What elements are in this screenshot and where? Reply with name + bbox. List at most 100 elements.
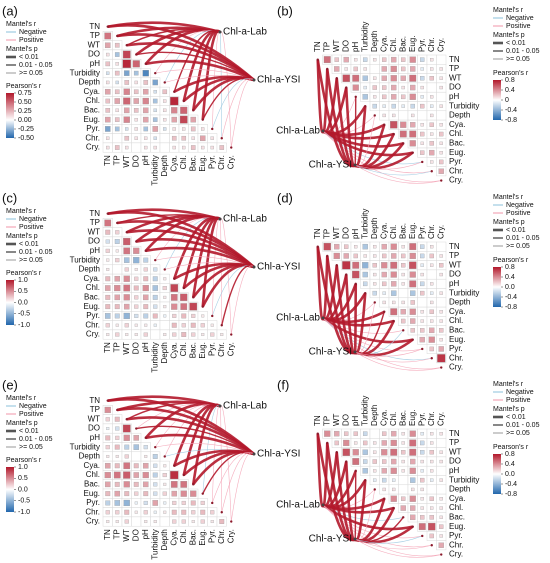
row-label: Bac. [84,292,100,301]
cell [170,293,178,301]
mantel-link [354,96,357,167]
row-label: TP [449,64,459,73]
cell [373,58,377,62]
cell [409,130,417,138]
cell [372,103,377,109]
link-start [211,314,214,318]
colorbar-title: Pearson's r [493,70,529,77]
column-label: Cry. [436,412,445,426]
link-start [402,329,405,332]
cell [420,272,424,277]
column-label: pH [351,42,360,52]
row-label: Bac. [449,512,465,521]
row-label: TN [449,429,460,438]
cell [162,491,167,496]
link-start [220,137,223,140]
legend-item: < 0.01 [506,40,526,47]
row-label: pH [90,59,100,68]
column-label: Chr. [427,411,436,426]
column-label: WT [122,342,131,355]
cell [409,252,416,260]
row-label: Chl. [86,470,100,479]
cell [353,66,358,72]
cell [114,500,121,506]
column-label: Pyr. [207,342,216,356]
cell [420,57,425,62]
link-start [316,245,319,248]
legend-title: Mantel's r [6,395,37,402]
column-label: Cry. [436,38,445,52]
cell [190,490,197,497]
cell [420,281,425,287]
cell [142,481,149,488]
node-label: Chl-a-YSI [257,262,300,273]
row-label: Cya. [84,461,100,470]
cell [133,89,139,95]
cell [134,510,138,514]
link-start [430,357,433,360]
node-point [353,537,357,541]
cell [381,271,387,278]
column-label: DO [131,342,140,354]
cell [390,65,397,73]
link-start [421,160,424,164]
mantel-link [322,129,414,157]
cell [438,168,444,174]
cell [104,219,112,227]
mantel-link [192,450,255,486]
link-start [182,99,185,103]
cell [115,258,120,263]
cell [439,319,443,323]
column-label: TP [112,155,121,165]
column-label: TN [313,41,322,52]
cell-frame [150,329,161,340]
cell [114,294,121,301]
cell [163,314,167,318]
link-start [383,497,386,500]
cell [420,469,424,473]
cell [439,159,444,165]
cell [391,103,396,109]
node-label: Chl-a-Lab [223,27,267,38]
cell [428,336,435,343]
cell [420,95,424,99]
cell [123,481,130,488]
cell [439,104,443,108]
row-label: Cry. [449,363,463,372]
column-label: pH [141,342,150,352]
cell [115,426,120,431]
cell [420,244,425,249]
row-label: Turbidity [449,101,479,110]
cell [401,496,406,501]
colorbar-tick-label: -1.0 [18,509,30,516]
mantel-link [145,59,255,82]
row-label: Chl. [449,316,463,325]
cell [143,257,149,263]
cell [372,290,377,296]
cell [163,482,167,486]
column-label: TN [103,155,112,166]
cell [143,126,149,132]
cell [124,135,130,141]
cell [142,294,149,301]
cell [113,471,121,479]
column-label: Depth [370,31,379,52]
cell [105,445,110,450]
colorbar-tick-label: 0.0 [18,486,28,493]
node-label: Chl-a-Lab [223,401,267,412]
column-label: WT [332,226,341,239]
cell [143,80,149,85]
link-start [144,436,147,440]
cell [430,95,434,99]
column-label: TN [313,228,322,239]
cell [106,258,110,262]
cell [401,94,406,100]
column-label: TP [322,42,331,52]
node-label: Chl-a-YSI [309,534,352,545]
cell [430,506,434,510]
cell [133,70,139,76]
cell [114,463,120,469]
cell [410,103,415,109]
cell [362,262,369,269]
